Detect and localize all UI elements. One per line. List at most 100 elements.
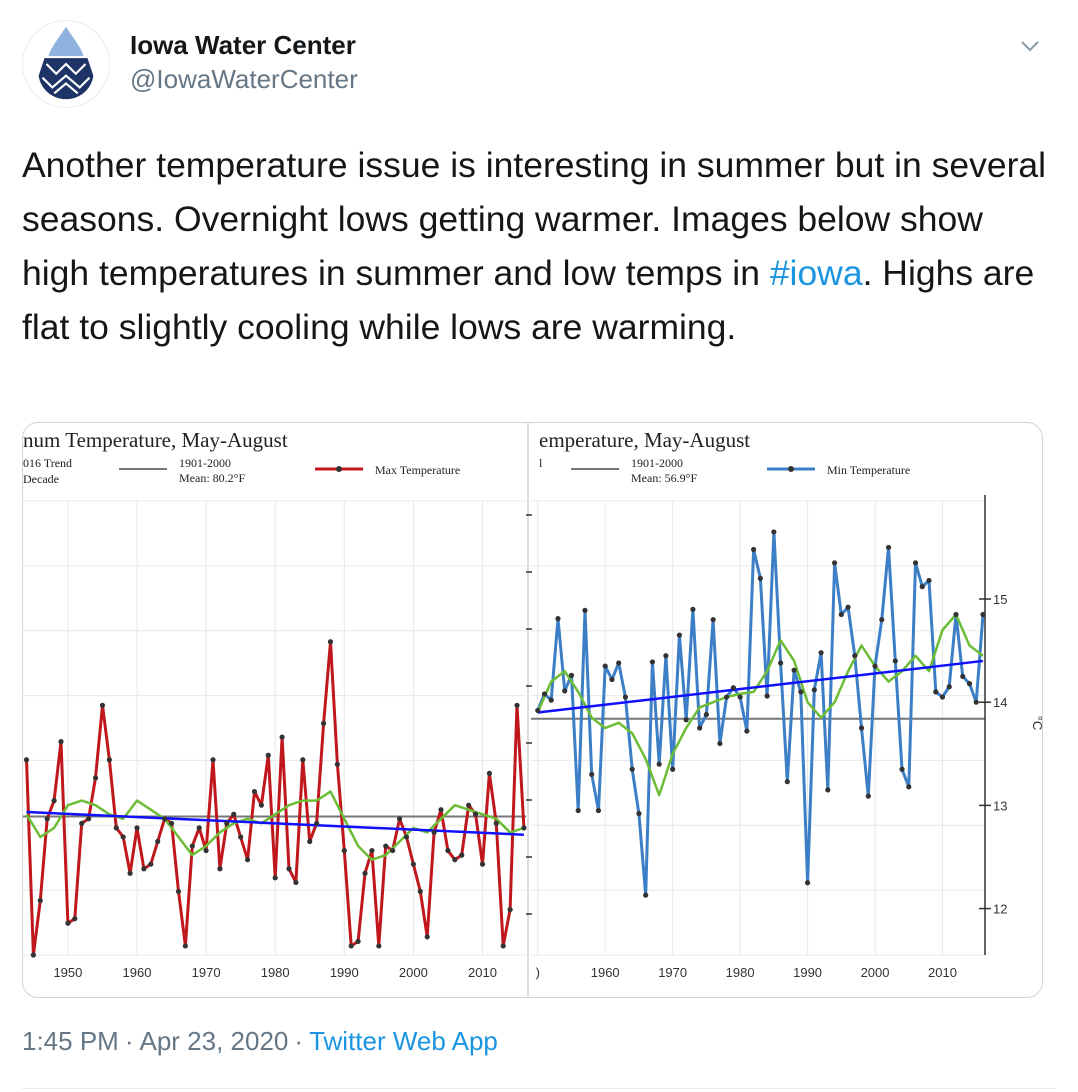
left-data-point — [44, 816, 50, 822]
left-data-point — [390, 847, 396, 854]
right-data-point — [960, 673, 966, 680]
left-data-point — [120, 834, 126, 840]
tweet-date[interactable]: Apr 23, 2020 — [139, 1026, 289, 1056]
right-data-point — [575, 807, 581, 814]
left-data-point — [92, 775, 99, 781]
left-data-point — [500, 943, 506, 949]
right-data-point — [683, 717, 689, 723]
right-data-point — [690, 606, 696, 612]
meta-separator: · — [124, 1026, 134, 1056]
right-data-point — [771, 529, 777, 535]
left-data-point — [134, 825, 140, 831]
display-name[interactable]: Iowa Water Center — [130, 30, 356, 60]
left-data-point — [320, 720, 327, 727]
right-data-point — [535, 707, 541, 714]
right-data-point — [879, 617, 885, 623]
left-data-point — [341, 847, 347, 854]
right-legend-trend-1: l — [539, 456, 543, 470]
left-data-point — [293, 879, 299, 885]
right-data-point — [555, 616, 561, 622]
right-data-point — [636, 811, 642, 817]
media-image[interactable]: num Temperature, May-August 016 Trend De… — [22, 422, 1043, 998]
left-data-point — [445, 847, 451, 854]
left-data-point — [51, 798, 57, 804]
temperature-charts: num Temperature, May-August 016 Trend De… — [23, 423, 1042, 997]
right-data-point — [953, 611, 959, 618]
left-data-point — [459, 852, 465, 858]
user-handle[interactable]: @IowaWaterCenter — [130, 64, 358, 94]
left-data-point — [182, 943, 188, 949]
right-data-point — [791, 667, 797, 673]
right-data-point — [885, 544, 892, 551]
right-data-point — [676, 632, 683, 638]
left-data-point — [472, 811, 479, 817]
right-x-tick-label: 1990 — [793, 965, 822, 980]
left-data-point — [355, 938, 361, 944]
right-data-point — [784, 779, 790, 785]
right-data-point — [865, 793, 871, 799]
right-data-point — [757, 575, 763, 581]
tweet-time[interactable]: 1:45 PM — [22, 1026, 119, 1056]
left-data-point — [196, 825, 202, 831]
right-legend-mean-2: Mean: 56.9°F — [631, 471, 697, 485]
left-data-point — [72, 916, 78, 922]
left-data-point — [86, 816, 92, 822]
right-data-point — [777, 660, 784, 666]
left-x-tick-label: 1960 — [123, 965, 152, 980]
left-x-tick-label: 2010 — [468, 965, 497, 980]
tweet-text-after: . Highs are flat to slightly cooling whi… — [22, 253, 1035, 347]
right-data-point — [852, 653, 858, 659]
meta-separator-2: · — [294, 1026, 304, 1056]
right-data-point — [670, 766, 676, 772]
right-data-point — [798, 689, 804, 695]
left-data-point — [210, 757, 216, 763]
right-data-point — [764, 693, 770, 699]
left-data-point — [507, 907, 513, 913]
left-x-tick-label: 1950 — [53, 965, 82, 980]
right-data-point — [616, 660, 622, 666]
avatar[interactable] — [22, 20, 110, 108]
tweet-text: Another temperature issue is interesting… — [22, 138, 1052, 354]
left-data-point — [431, 829, 437, 836]
left-data-point — [521, 825, 527, 831]
tweet-menu-button[interactable] — [1012, 28, 1048, 64]
left-data-point — [203, 847, 209, 854]
left-data-point — [265, 752, 271, 758]
tweet-source-link[interactable]: Twitter Web App — [309, 1026, 498, 1056]
left-data-point — [376, 943, 382, 949]
right-x-tick-label: 2010 — [928, 965, 957, 980]
right-x-tick-label: ) — [536, 965, 540, 980]
left-data-point — [79, 820, 85, 826]
left-data-point — [162, 816, 168, 822]
divider — [22, 1088, 1056, 1089]
right-data-point — [912, 560, 919, 566]
left-smoothed-line — [25, 790, 525, 861]
left-data-point — [327, 639, 334, 645]
right-data-point — [818, 650, 824, 656]
left-data-point — [106, 757, 112, 763]
right-data-point — [744, 728, 750, 734]
right-legend-mean-1: 1901-2000 — [631, 456, 683, 470]
right-smoothed-line — [536, 613, 984, 797]
right-chart-title: emperature, May-August — [539, 428, 750, 452]
hashtag-link[interactable]: #iowa — [769, 253, 863, 293]
left-data-point — [410, 861, 416, 867]
left-data-point — [514, 702, 520, 708]
right-data-point — [582, 607, 588, 613]
right-data-point — [946, 684, 952, 690]
left-data-point — [396, 816, 403, 822]
left-legend-series: Max Temperature — [375, 463, 460, 477]
left-data-point — [438, 807, 444, 813]
right-data-point — [602, 663, 608, 669]
right-data-point — [710, 617, 716, 623]
left-x-tick-label: 2000 — [399, 965, 428, 980]
left-data-point — [258, 802, 264, 808]
right-data-point — [872, 663, 878, 669]
left-data-point — [231, 811, 237, 817]
right-data-point — [548, 697, 554, 703]
left-data-point — [189, 843, 195, 849]
right-data-point — [724, 694, 730, 700]
left-data-point — [244, 857, 251, 863]
right-y-tick-label: 15 — [993, 592, 1007, 607]
left-data-point — [417, 888, 423, 895]
